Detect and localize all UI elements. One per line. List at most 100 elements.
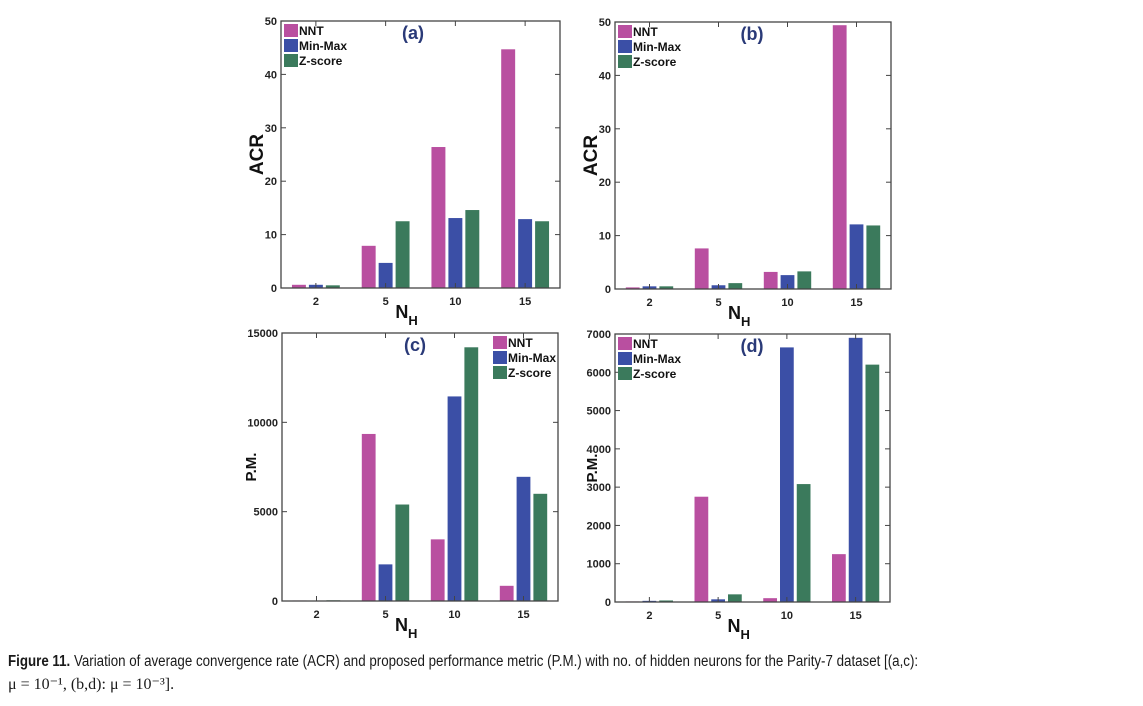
y-tick-label-c: 5000 [254,507,278,519]
axes-frame-d [614,333,891,603]
y-tick-label-a: 50 [265,16,277,28]
legend-label-c: Z-score [508,366,552,380]
bar-a-zscore-5 [395,221,410,288]
legend-label-b: NNT [633,25,658,39]
y-tick-label-d: 7000 [587,329,611,341]
y-tick-label-d: 3000 [587,482,611,494]
legend-swatch-c [493,366,507,379]
bar-c-nnt-10 [430,539,445,601]
bar-a-nnt-10 [431,147,446,288]
legend-swatch-a [284,39,298,52]
y-tick-label-c: 0 [272,596,278,608]
y-tick-label-d: 6000 [587,367,611,379]
legend-swatch-b [618,25,632,38]
y-tick-label-a: 40 [265,69,277,81]
x-tick-label-d: 2 [646,610,652,622]
legend-label-d: Z-score [633,367,677,381]
legend-label-c: NNT [508,336,533,350]
y-tick-label-c: 10000 [247,417,278,429]
legend-label-a: NNT [299,24,324,38]
figure-caption: Figure 11. Variation of average converge… [8,652,980,672]
legend-swatch-d [618,337,632,350]
x-tick-label-a: 2 [313,296,319,308]
x-tick-label-c: 10 [448,609,460,621]
y-tick-label-a: 0 [271,283,277,295]
axes-frame-a [280,20,561,289]
y-tick-label-b: 20 [599,177,611,189]
caption-label: Figure 11. [8,653,71,670]
x-tick-label-b: 2 [646,297,652,309]
bar-b-nnt-2 [625,287,640,289]
panel-title-a: (a) [402,23,424,43]
x-axis-label-c: NH [395,615,417,641]
bar-b-minmax-15 [849,224,864,289]
bar-c-nnt-15 [499,585,514,601]
bar-b-nnt-5 [694,248,709,289]
bar-b-zscore-2 [659,286,674,289]
axes-frame-c [281,332,559,602]
legend-swatch-a [284,24,298,37]
bar-c-minmax-5 [378,564,393,601]
x-tick-label-b: 10 [781,297,793,309]
legend-label-b: Z-score [633,55,677,69]
bar-b-zscore-10 [797,271,812,289]
panel-title-d: (d) [741,336,764,356]
y-tick-label-a: 30 [265,123,277,135]
legend-label-a: Z-score [299,54,343,68]
bar-d-zscore-5 [728,594,742,602]
bar-b-zscore-15 [866,225,881,289]
x-tick-label-c: 5 [382,609,388,621]
bar-b-nnt-10 [763,271,778,289]
bar-b-nnt-15 [832,25,847,289]
bar-c-minmax-15 [516,476,531,601]
bar-c-zscore-5 [395,504,410,601]
legend-swatch-d [618,352,632,365]
y-tick-label-b: 50 [599,17,611,29]
bar-d-nnt-15 [832,554,846,602]
y-axis-label-b: ACR [581,135,602,176]
bar-c-nnt-5 [361,433,376,601]
x-tick-label-a: 10 [449,296,461,308]
y-tick-label-a: 10 [265,230,277,242]
bar-b-minmax-10 [780,275,795,289]
legend-label-d: Min-Max [633,352,681,366]
bar-a-zscore-10 [465,210,480,288]
y-tick-label-d: 5000 [587,406,611,418]
bar-c-zscore-15 [533,493,548,601]
bar-a-zscore-15 [535,221,550,288]
y-tick-label-b: 40 [599,70,611,82]
bar-a-minmax-5 [378,262,393,288]
x-tick-label-d: 15 [850,610,862,622]
x-tick-label-d: 5 [715,610,721,622]
legend-label-b: Min-Max [633,40,681,54]
legend-swatch-c [493,336,507,349]
x-axis-label-b: NH [728,303,750,329]
legend-label-c: Min-Max [508,351,556,365]
legend-label-d: NNT [633,337,658,351]
y-tick-label-b: 10 [599,231,611,243]
bar-a-nnt-5 [361,245,376,288]
bar-a-nnt-2 [291,284,306,288]
x-tick-label-b: 15 [850,297,862,309]
bar-d-zscore-15 [865,364,880,602]
x-tick-label-a: 15 [519,296,531,308]
bar-d-minmax-10 [780,347,794,602]
y-axis-label-d: P.M. [584,454,601,483]
axes-frame-b [614,21,892,290]
bar-d-nnt-10 [763,598,777,602]
bar-d-nnt-5 [694,496,709,602]
x-tick-label-c: 15 [517,609,529,621]
y-tick-label-d: 2000 [587,520,611,532]
y-tick-label-d: 1000 [587,559,611,571]
y-tick-label-d: 0 [605,597,611,609]
y-tick-label-c: 15000 [247,328,278,340]
panel-title-c: (c) [404,335,426,355]
bar-c-minmax-10 [447,396,462,601]
legend-swatch-a [284,54,298,67]
legend-swatch-d [618,367,632,380]
x-tick-label-c: 2 [313,609,319,621]
caption-text: Variation of average convergence rate (A… [70,653,919,670]
x-tick-label-d: 10 [781,610,793,622]
bar-c-zscore-10 [464,347,479,601]
